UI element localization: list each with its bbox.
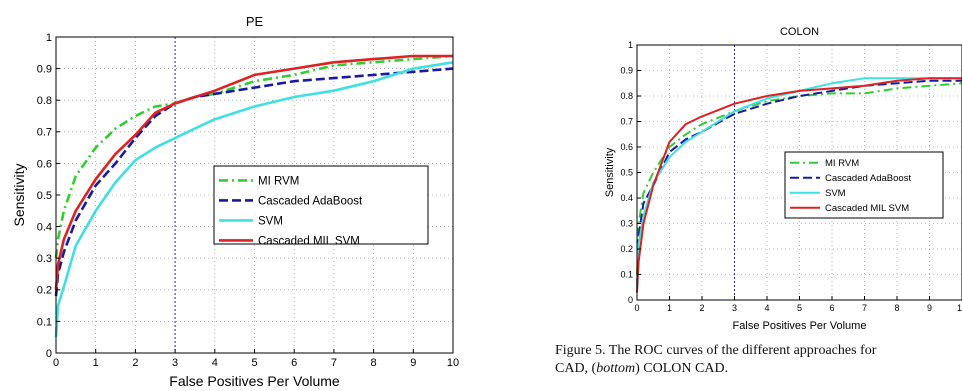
y-tick-label: 0.3 [37,253,52,265]
y-tick-label: 0.1 [620,270,633,280]
series-line-cascaded-adaboost [636,79,962,288]
chart-title: COLON [780,26,819,38]
x-tick-label: 7 [862,303,867,313]
y-tick-label: 0.6 [37,158,52,170]
y-tick-label: 0.5 [620,168,633,178]
y-tick-label: 0.2 [620,244,633,254]
legend-box [213,165,429,245]
y-tick-label: 0.1 [37,316,52,328]
y-tick-label: 0.7 [620,117,633,127]
x-tick-label: 10 [447,357,459,369]
chart-pe: 0 1 2 3 4 5 6 7 8 9 10 0 0.1 0.2 0.3 0.4 0.5 0.6 0.7 0.8 0.9… [11,14,459,389]
legend: MI RVM Cascaded AdaBoost SVM Cascaded MIL S… [784,151,944,219]
x-tick-label: 0 [53,357,59,369]
y-tick-label: 0 [628,295,633,305]
legend: MI RVM Cascaded AdaBoost SVM Cascaded MIL S… [213,165,429,247]
series-line-svm [636,77,962,288]
legend-label: Cascaded MIL SVM [825,203,909,214]
x-tick-label: 1 [93,357,99,369]
x-tick-label: 9 [410,357,416,369]
legend-label: Cascaded MIL SVM [258,235,360,247]
caption-emphasis: bottom [596,361,636,376]
x-tick-label: 0 [634,303,639,313]
x-tick-label: 4 [764,303,769,313]
x-axis-label: False Positives Per Volume [169,373,340,389]
chart-colon: 0 1 2 3 4 5 6 7 8 9 10 0 0.1 0.2 0.3 0.4 0.5 0.6 0.7 0.8 0.9… [604,26,962,332]
legend-label: Cascaded AdaBoost [825,173,911,184]
y-tick-label: 0.3 [620,219,633,229]
x-tick-label: 2 [132,357,138,369]
x-tick-label: 6 [829,303,834,313]
y-axis-label: Sensitivity [11,163,27,226]
legend-label: MI RVM [258,175,299,187]
y-tick-label: 0.9 [37,63,52,75]
y-tick-label: 0.8 [37,95,52,107]
x-tick-label: 7 [331,357,337,369]
x-tick-label: 3 [172,357,178,369]
series-line-svm [54,61,454,338]
y-tick-label: 0.6 [620,142,633,152]
x-tick-label: 8 [894,303,899,313]
caption-prefix: CAD, ( [555,361,597,376]
y-tick-label: 0.8 [620,91,633,101]
x-tick-label: 8 [371,357,377,369]
caption-line-1: Figure 5. The ROC curves of the differen… [555,343,877,358]
y-tick-label: 0.4 [620,193,633,203]
series-line-cascaded-mil-svm [54,54,453,290]
y-tick-label: 0.4 [37,221,52,233]
series-line-cascaded-adaboost [54,67,454,297]
x-axis-label: False Positives Per Volume [733,320,867,332]
y-tick-label: 0.2 [37,285,52,297]
figure-caption: Figure 5. The ROC curves of the differen… [555,342,960,378]
x-tick-label: 3 [732,303,737,313]
x-tick-label: 9 [927,303,932,313]
x-tick-label: 2 [699,303,704,313]
x-tick-label: 10 [957,303,962,313]
legend-label: MI RVM [825,158,859,169]
caption-line-2: CAD, (bottom) COLON CAD. [555,360,960,378]
y-tick-label: 0 [46,348,52,360]
legend-label: SVM [825,188,846,199]
series-line-cascaded-mil-svm [636,77,962,293]
x-tick-label: 1 [667,303,672,313]
caption-suffix: ) COLON CAD. [635,361,729,376]
y-axis-label: Sensitivity [604,147,616,197]
x-tick-label: 5 [251,357,257,369]
y-tick-label: 1 [46,32,52,44]
x-tick-label: 4 [212,357,218,369]
x-tick-label: 6 [291,357,297,369]
chart-title: PE [246,14,264,29]
y-tick-label: 0.7 [37,127,52,139]
y-tick-label: 0.5 [37,190,52,202]
x-tick-label: 5 [797,303,802,313]
y-tick-label: 0.9 [620,66,633,76]
legend-label: Cascaded AdaBoost [258,195,363,207]
legend-label: SVM [258,215,283,227]
y-tick-label: 1 [628,40,633,50]
